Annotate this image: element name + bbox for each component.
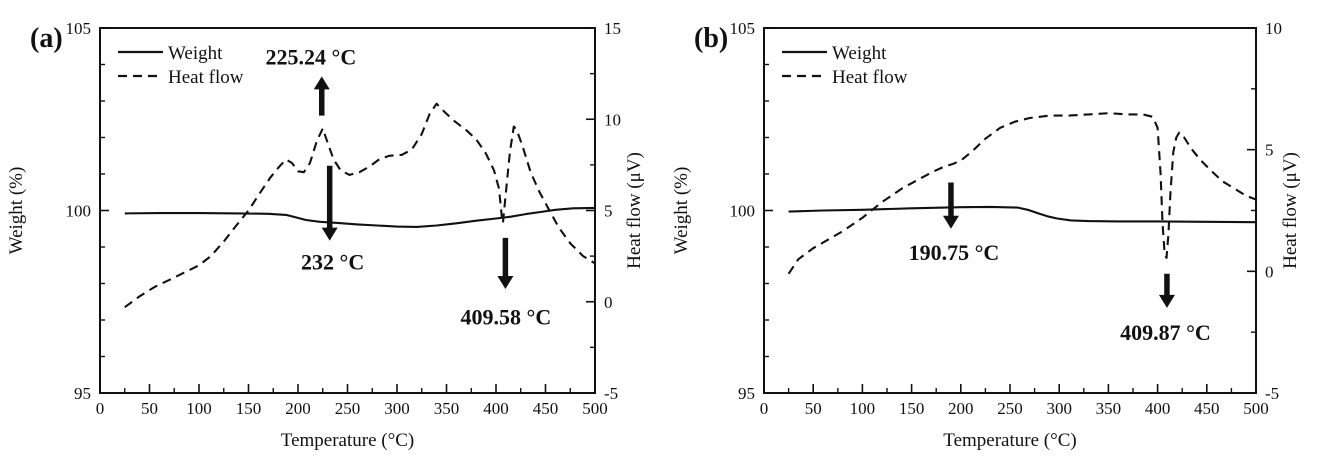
x-axis-title: Temperature (°C)	[281, 430, 414, 451]
annotation: 225.24 °C	[266, 44, 357, 116]
y-right-tick-label: -5	[604, 384, 618, 403]
legend-label: Heat flow	[832, 67, 908, 88]
legend-label: Weight	[168, 43, 223, 64]
annotation-arrow-down-head	[497, 275, 514, 289]
annotation-arrow-up-head	[313, 76, 330, 90]
x-tick-label: 400	[483, 399, 509, 418]
panel-label: (a)	[30, 23, 63, 54]
x-tick-label: 0	[760, 399, 769, 418]
x-tick-label: 450	[533, 399, 559, 418]
annotation: 409.87 °C	[1120, 273, 1211, 345]
panel-label: (b)	[694, 23, 728, 54]
y-right-tick-label: 0	[604, 293, 613, 312]
x-tick-label: 300	[1046, 399, 1072, 418]
y-right-tick-label: 10	[1265, 19, 1282, 38]
x-tick-label: 350	[434, 399, 460, 418]
annotation: 409.58 °C	[461, 237, 552, 329]
legend-item-weight: Weight	[782, 43, 887, 64]
y-left-tick-label: 105	[730, 19, 756, 38]
weight-curve	[124, 206, 596, 228]
annotation-text: 232 °C	[301, 250, 364, 275]
annotation: 232 °C	[301, 165, 364, 275]
x-axis-title: Temperature (°C)	[943, 430, 1076, 451]
legend-label: Weight	[832, 43, 887, 64]
y-right-tick-label: 0	[1265, 262, 1274, 281]
x-tick-label: 400	[1145, 399, 1171, 418]
x-tick-label: 50	[805, 399, 822, 418]
annotation-arrow-down-head	[321, 227, 338, 241]
x-tick-label: 200	[285, 399, 311, 418]
annotation-text: 409.87 °C	[1120, 320, 1211, 345]
annotation-text: 190.75 °C	[909, 240, 1000, 265]
y-right-axis-title: Heat flow (μV)	[1280, 152, 1301, 269]
legend-item-heat-flow: Heat flow	[782, 67, 908, 88]
y-left-tick-label: 100	[66, 202, 92, 221]
annotation-arrow-down-head	[1158, 294, 1175, 308]
y-left-tick-label: 105	[66, 19, 92, 38]
y-left-tick-label: 95	[738, 384, 755, 403]
y-left-axis-title: Weight (%)	[671, 167, 692, 255]
x-tick-label: 500	[1243, 399, 1269, 418]
panel-a: (a) 0 50 100 150 200 250 300 350 400 450 500 95 100 10…	[0, 0, 665, 469]
chart-panel-svg: (b)0 50 100 150 200 250 300 350 400 450 5009510010…	[671, 19, 1301, 451]
weight-curve	[788, 205, 1257, 224]
y-left-tick-label: 95	[74, 384, 91, 403]
x-tick-label: 0	[96, 399, 105, 418]
y-right-tick-label: 10	[604, 110, 621, 129]
x-tick-label: 100	[186, 399, 212, 418]
annotation-arrow-down-head	[942, 215, 959, 229]
heat-flow-curve	[787, 112, 1257, 275]
legend-item-heat-flow: Heat flow	[118, 67, 244, 88]
y-right-tick-label: -5	[1265, 384, 1279, 403]
y-right-tick-label: 5	[1265, 141, 1274, 160]
annotation-text: 409.58 °C	[461, 304, 552, 329]
heat-flow-curve	[124, 102, 596, 309]
annotation-text: 225.24 °C	[266, 44, 357, 69]
y-right-tick-label: 5	[604, 202, 613, 221]
y-right-tick-label: 15	[604, 19, 621, 38]
y-left-tick-label: 100	[730, 202, 756, 221]
x-tick-label: 150	[236, 399, 262, 418]
x-tick-label: 200	[948, 399, 974, 418]
x-tick-label: 300	[384, 399, 410, 418]
x-tick-label: 500	[582, 399, 608, 418]
x-tick-label: 100	[850, 399, 876, 418]
legend-label: Heat flow	[168, 67, 244, 88]
panel-b: (b) 0 50 100 150 200 250 300 350 400 450 500 95 100 10…	[665, 0, 1330, 469]
legend-item-weight: Weight	[118, 43, 223, 64]
x-tick-label: 450	[1194, 399, 1220, 418]
annotation: 190.75 °C	[909, 182, 1000, 265]
x-tick-label: 150	[899, 399, 925, 418]
y-right-axis-title: Heat flow (μV)	[624, 152, 645, 269]
x-tick-label: 50	[141, 399, 158, 418]
x-tick-label: 250	[997, 399, 1023, 418]
chart-panel-svg: (a)0 50 100 150 200 250 300 350 400 450 5009510010…	[6, 19, 645, 451]
y-left-axis-title: Weight (%)	[6, 167, 27, 255]
x-tick-label: 350	[1096, 399, 1122, 418]
x-tick-label: 250	[335, 399, 361, 418]
